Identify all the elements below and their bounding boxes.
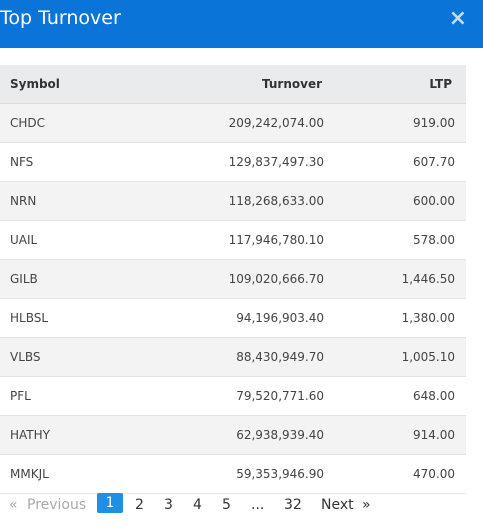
modal-title: Top Turnover [0,7,121,29]
cell-ltp: 1,005.10 [401,350,455,364]
modal-header: Top Turnover × [0,0,483,48]
cell-turnover: 79,520,771.60 [236,389,324,403]
pagination: « Previous 1 2 3 4 5 ... 32 Next » [0,493,483,517]
page-32-button[interactable]: 32 [284,497,302,513]
cell-turnover: 209,242,074.00 [228,116,324,130]
cell-ltp: 470.00 [413,467,455,481]
next-arrow[interactable]: » [362,497,371,513]
previous-arrow: « [9,497,18,513]
previous-button: Previous [27,497,87,513]
cell-symbol: NFS [10,155,34,169]
column-header-turnover[interactable]: Turnover [262,77,322,91]
cell-turnover: 62,938,939.40 [236,428,324,442]
table-row[interactable]: HLBSL 94,196,903.40 1,380.00 [0,299,466,338]
cell-symbol: VLBS [10,350,41,364]
cell-turnover: 94,196,903.40 [236,311,324,325]
cell-ltp: 1,446.50 [401,272,455,286]
column-header-symbol[interactable]: Symbol [10,77,60,91]
table-row[interactable]: GILB 109,020,666.70 1,446.50 [0,260,466,299]
table-row[interactable]: VLBS 88,430,949.70 1,005.10 [0,338,466,377]
cell-turnover: 129,837,497.30 [228,155,324,169]
table-row[interactable]: NFS 129,837,497.30 607.70 [0,143,466,182]
cell-symbol: NRN [10,194,37,208]
table-row[interactable]: NRN 118,268,633.00 600.00 [0,182,466,221]
table-header-row: Symbol Turnover LTP [0,65,466,104]
cell-turnover: 59,353,946.90 [236,467,324,481]
pagination-ellipsis: ... [251,497,265,513]
table-row[interactable]: MMKJL 59,353,946.90 470.00 [0,455,466,494]
close-icon[interactable]: × [448,6,467,31]
cell-symbol: CHDC [10,116,46,130]
table-row[interactable]: PFL 79,520,771.60 648.00 [0,377,466,416]
cell-symbol: UAIL [10,233,38,247]
cell-turnover: 88,430,949.70 [236,350,324,364]
table-row[interactable]: CHDC 209,242,074.00 919.00 [0,104,466,143]
cell-symbol: GILB [10,272,38,286]
page-1-button[interactable]: 1 [97,493,123,513]
cell-symbol: HATHY [10,428,50,442]
cell-symbol: MMKJL [10,467,49,481]
page-5-button[interactable]: 5 [222,497,231,513]
next-button[interactable]: Next [321,497,354,513]
table-row[interactable]: HATHY 62,938,939.40 914.00 [0,416,466,455]
page-3-button[interactable]: 3 [164,497,173,513]
cell-turnover: 109,020,666.70 [228,272,324,286]
cell-ltp: 578.00 [413,233,455,247]
cell-ltp: 1,380.00 [401,311,455,325]
cell-ltp: 914.00 [413,428,455,442]
cell-symbol: HLBSL [10,311,49,325]
cell-ltp: 919.00 [413,116,455,130]
cell-ltp: 607.70 [413,155,455,169]
cell-symbol: PFL [10,389,31,403]
cell-ltp: 600.00 [413,194,455,208]
table-row[interactable]: UAIL 117,946,780.10 578.00 [0,221,466,260]
cell-turnover: 117,946,780.10 [228,233,324,247]
turnover-table: Symbol Turnover LTP CHDC 209,242,074.00 91… [0,65,466,494]
cell-turnover: 118,268,633.00 [228,194,324,208]
page-4-button[interactable]: 4 [193,497,202,513]
page-2-button[interactable]: 2 [135,497,144,513]
cell-ltp: 648.00 [413,389,455,403]
column-header-ltp[interactable]: LTP [429,77,452,91]
